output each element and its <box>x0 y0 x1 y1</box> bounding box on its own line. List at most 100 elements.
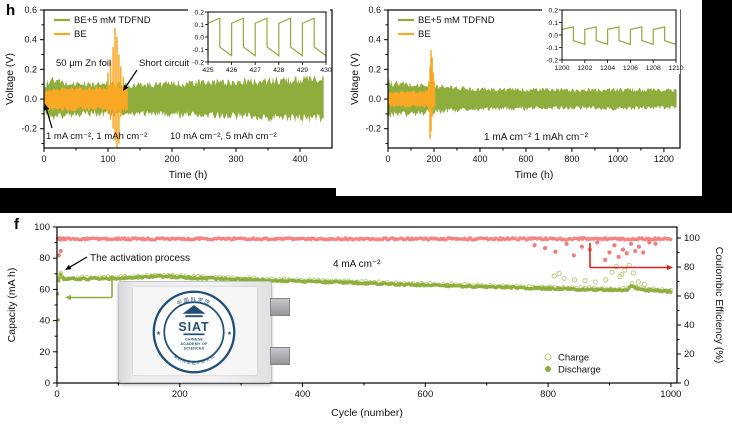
svg-text:1206: 1206 <box>623 65 638 72</box>
svg-text:0.1: 0.1 <box>195 22 205 29</box>
left-y-tick-label: 80 <box>39 253 50 264</box>
x-tick-label: 0 <box>385 154 390 164</box>
siat-caption-line2: ACADEMY OF <box>180 342 208 346</box>
svg-text:0.2: 0.2 <box>549 7 559 14</box>
svg-text:430: 430 <box>320 67 332 74</box>
right-y-tick-label: 0 <box>684 378 689 389</box>
x-tick-label: 0 <box>41 154 46 164</box>
band-be <box>44 82 128 115</box>
legend-label-be-tdfnd: BE+5 mM TDFND <box>74 15 151 26</box>
svg-text:426: 426 <box>226 67 238 74</box>
svg-text:427: 427 <box>250 67 262 74</box>
annotation-condition: 1 mA cm⁻² 1 mAh cm⁻² <box>484 132 589 143</box>
siat-logo: 中国科学院 深圳先进技术研究院 ★ ★ SIAT CHINESE ACADEMY… <box>152 290 236 374</box>
panel-label-f: f <box>14 216 19 233</box>
left-y-tick-label: 100 <box>34 222 50 233</box>
y-tick-label: 0.6 <box>368 5 381 15</box>
panel-label-h: h <box>6 2 16 19</box>
inset-voltage-waveform <box>207 17 327 57</box>
svg-text:429: 429 <box>297 67 309 74</box>
svg-text:-0.1: -0.1 <box>546 45 558 52</box>
pouch-tab-top <box>270 298 290 316</box>
svg-text:-0.1: -0.1 <box>192 47 204 54</box>
x-tick-label: 400 <box>292 154 307 164</box>
right-y-axis-title: Coulombic Efficiency (%) <box>713 247 725 364</box>
black-separator-band-left <box>0 188 336 213</box>
y-tick-label: 0.2 <box>24 64 37 74</box>
siat-star-left: ★ <box>156 330 161 337</box>
siat-caption-line3: SCIENCES <box>184 346 205 350</box>
svg-text:428: 428 <box>273 67 285 74</box>
right-y-tick-label: 80 <box>684 262 695 273</box>
svg-text:1208: 1208 <box>646 65 661 72</box>
x-tick-label: 800 <box>564 154 579 164</box>
y-tick-label: -0.2 <box>21 124 37 134</box>
band-be <box>388 88 436 110</box>
x-tick-label: 300 <box>228 154 243 164</box>
x-tick-label: 200 <box>172 389 188 400</box>
right-y-tick-label: 40 <box>684 320 695 331</box>
siat-acronym: SIAT <box>178 320 209 334</box>
x-axis-title: Time (h) <box>169 169 208 181</box>
svg-text:0.0: 0.0 <box>549 32 559 39</box>
voltage-time-chart-right: 0 200 400 600 800 1000 1200-0.20.00.20.40.6Tim… <box>349 5 684 181</box>
legend-label-charge: Charge <box>558 353 589 364</box>
x-tick-label: 400 <box>295 389 311 400</box>
left-y-tick-label: 20 <box>39 347 50 358</box>
svg-text:-0.2: -0.2 <box>546 57 558 64</box>
legend-label-discharge: Discharge <box>558 365 601 376</box>
black-right-strip <box>702 0 732 213</box>
y-axis-title: Voltage (V) <box>349 53 361 105</box>
annotation-rate: 4 mA cm⁻² <box>333 259 381 270</box>
svg-text:425: 425 <box>202 67 214 74</box>
left-y-tick-label: 0 <box>45 378 50 389</box>
annotation-condition-1: 1 mA cm⁻², 1 mAh cm⁻² <box>46 131 147 142</box>
pouch-label: 中国科学院 深圳先进技术研究院 ★ ★ SIAT CHINESE ACADEMY… <box>133 287 257 375</box>
x-tick-label: 600 <box>417 389 433 400</box>
legend-label-be: BE <box>74 29 87 40</box>
legend-label-be-tdfnd: BE+5 mM TDFND <box>418 15 495 26</box>
x-tick-label: 1000 <box>608 154 628 164</box>
x-tick-label: 400 <box>472 154 487 164</box>
x-tick-label: 1000 <box>660 389 681 400</box>
x-tick-label: 800 <box>540 389 556 400</box>
x-axis-title: Cycle (number) <box>331 407 403 419</box>
x-tick-label: 200 <box>164 154 179 164</box>
x-tick-label: 100 <box>100 154 115 164</box>
x-tick-label: 600 <box>518 154 533 164</box>
left-y-tick-label: 60 <box>39 284 50 295</box>
siat-ring-text-top: 中国科学院 <box>176 295 213 307</box>
x-tick-label: 200 <box>426 154 441 164</box>
legend-label-be: BE <box>418 29 431 40</box>
x-tick-label: 1200 <box>654 154 674 164</box>
capacity-cycle-chart: 0 200 400 600 800 100002040608010002040608010… <box>6 222 725 419</box>
y-tick-label: 0.6 <box>24 5 37 15</box>
y-tick-label: 0.0 <box>368 94 381 104</box>
svg-text:1202: 1202 <box>577 65 592 72</box>
y-axis-title: Voltage (V) <box>4 53 16 105</box>
right-y-tick-label: 20 <box>684 349 695 360</box>
right-y-tick-label: 60 <box>684 291 695 302</box>
siat-underline-bar <box>183 333 205 336</box>
annotation-short-circuit: Short circuit <box>139 58 190 69</box>
siat-caption-line1: CHINESE <box>185 338 203 342</box>
pouch-cell-photo-inset: 中国科学院 深圳先进技术研究院 ★ ★ SIAT CHINESE ACADEMY… <box>118 281 290 383</box>
svg-text:0.2: 0.2 <box>195 9 205 16</box>
siat-star-right: ★ <box>227 330 232 337</box>
right-y-tick-label: 100 <box>684 233 700 244</box>
svg-text:-0.2: -0.2 <box>192 59 204 66</box>
band-be-tdfnd <box>388 78 677 120</box>
voltage-time-chart-left: 0 100 200 300 400 -0.2 0.0 0.2 0.4 0.6 Time (h) Vol… <box>4 5 333 181</box>
svg-text:0.1: 0.1 <box>549 20 559 27</box>
siat-roof-bar <box>185 315 203 318</box>
siat-roof-icon <box>182 305 206 314</box>
annotation-zn-foil: 50 μm Zn foil <box>56 58 111 69</box>
annotation-condition-2: 10 mA cm⁻², 5 mAh cm⁻² <box>170 131 277 142</box>
pouch-tab-bottom <box>270 347 290 365</box>
svg-text:0.0: 0.0 <box>195 34 205 41</box>
y-tick-label: 0.4 <box>24 35 37 45</box>
left-y-tick-label: 40 <box>39 316 50 327</box>
y-tick-label: 0.2 <box>368 64 381 74</box>
y-tick-label: 0.4 <box>368 35 381 45</box>
